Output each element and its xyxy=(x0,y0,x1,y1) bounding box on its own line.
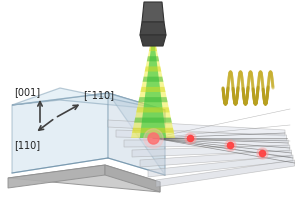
Polygon shape xyxy=(143,77,163,82)
Text: [¯110]: [¯110] xyxy=(83,90,114,100)
Polygon shape xyxy=(105,165,160,192)
Polygon shape xyxy=(124,140,288,147)
Polygon shape xyxy=(12,88,165,110)
Polygon shape xyxy=(108,120,285,136)
Polygon shape xyxy=(134,118,172,123)
Polygon shape xyxy=(108,93,165,175)
Polygon shape xyxy=(140,22,166,35)
Polygon shape xyxy=(149,46,157,51)
Polygon shape xyxy=(147,56,159,61)
Polygon shape xyxy=(138,97,168,102)
Polygon shape xyxy=(156,160,295,187)
Polygon shape xyxy=(132,128,174,133)
Polygon shape xyxy=(108,93,165,175)
Polygon shape xyxy=(142,2,164,22)
Polygon shape xyxy=(8,165,105,188)
Polygon shape xyxy=(140,150,291,167)
Polygon shape xyxy=(12,93,165,110)
Polygon shape xyxy=(12,93,108,173)
Polygon shape xyxy=(131,46,175,138)
Polygon shape xyxy=(145,66,161,72)
Polygon shape xyxy=(136,107,170,112)
Polygon shape xyxy=(116,130,287,141)
Polygon shape xyxy=(140,46,166,138)
Polygon shape xyxy=(8,165,160,192)
Polygon shape xyxy=(148,155,293,177)
Text: [001]: [001] xyxy=(14,87,40,97)
Polygon shape xyxy=(141,87,166,92)
Polygon shape xyxy=(140,35,166,46)
Text: [110]: [110] xyxy=(14,140,40,150)
Polygon shape xyxy=(132,145,290,157)
